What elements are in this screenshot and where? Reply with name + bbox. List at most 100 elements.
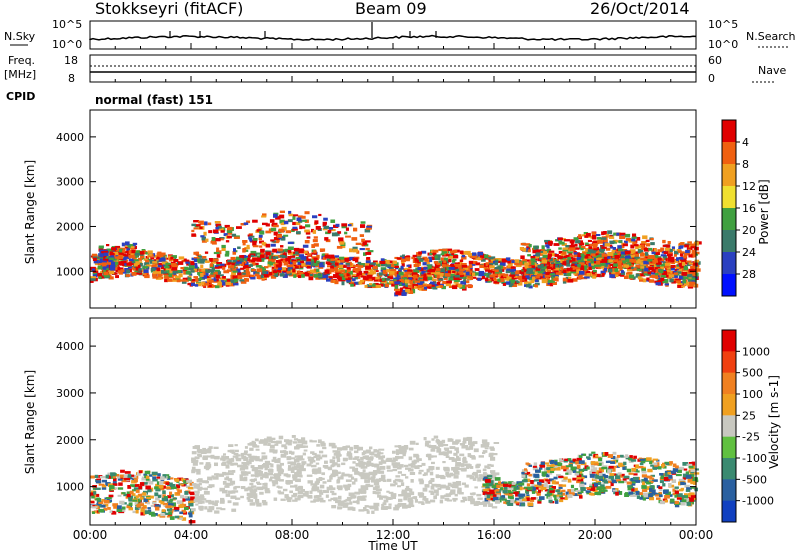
velocity-echo: [490, 470, 495, 473]
power-echo: [214, 252, 220, 254]
velocity-echo: [347, 497, 352, 500]
velocity-echo: [159, 481, 163, 485]
power-echo: [618, 249, 623, 252]
velocity-echo: [255, 499, 259, 503]
velocity-echo: [473, 478, 477, 481]
velocity-echo: [363, 450, 366, 454]
power-echo: [685, 250, 690, 253]
velocity-echo: [200, 494, 204, 496]
velocity-echo: [377, 495, 381, 498]
power-echo: [393, 261, 397, 264]
velocity-echo: [320, 443, 324, 445]
power-echo: [150, 257, 154, 259]
power-echo: [326, 270, 329, 274]
velocity-echo: [200, 508, 203, 511]
power-echo: [331, 255, 335, 258]
power-echo: [129, 259, 134, 261]
power-echo: [668, 241, 671, 244]
power-echo: [652, 269, 656, 272]
power-echo: [531, 258, 536, 262]
velocity-echo: [337, 453, 341, 456]
velocity-echo: [201, 501, 205, 504]
velocity-echo: [196, 491, 200, 493]
velocity-echo: [184, 496, 187, 499]
velocity-echo: [223, 453, 226, 455]
velocity-echo: [273, 474, 277, 476]
power-colorbar-tick-label: 4: [742, 136, 749, 149]
power-echo: [534, 246, 538, 250]
velocity-echo: [162, 509, 166, 512]
power-echo: [682, 262, 685, 266]
power-echo: [609, 274, 615, 278]
power-echo: [601, 247, 606, 249]
power-echo: [237, 247, 241, 250]
velocity-echo: [398, 499, 402, 502]
velocity-echo: [281, 454, 287, 458]
power-echo: [588, 240, 592, 242]
power-echo: [429, 253, 432, 255]
power-echo: [660, 248, 664, 251]
power-echo: [684, 244, 689, 247]
power-echo: [269, 272, 272, 276]
velocity-echo: [369, 485, 373, 487]
velocity-echo: [287, 457, 291, 460]
velocity-echo: [152, 472, 158, 475]
power-echo: [554, 243, 560, 246]
power-echo: [413, 275, 418, 278]
power-echo: [169, 274, 172, 277]
velocity-echo: [195, 504, 198, 506]
velocity-echo: [354, 471, 359, 475]
nave-label: Nave: [758, 64, 786, 77]
velocity-echo: [228, 444, 233, 447]
velocity-echo: [226, 465, 230, 469]
velocity-echo: [401, 482, 404, 486]
velocity-echo: [136, 490, 140, 493]
power-echo: [430, 282, 435, 285]
power-echo: [213, 230, 218, 234]
velocity-echo: [403, 497, 407, 500]
power-echo: [597, 240, 603, 244]
power-echo: [676, 280, 681, 283]
power-echo: [233, 248, 236, 252]
power-echo: [585, 256, 589, 259]
power-echo: [324, 237, 328, 241]
power-echo: [260, 249, 265, 253]
velocity-echo: [330, 491, 334, 493]
velocity-echo: [479, 455, 484, 457]
velocity-echo: [241, 468, 244, 470]
velocity-echo: [179, 512, 183, 515]
power-echo: [313, 258, 317, 260]
velocity-echo: [470, 455, 475, 458]
power-echo: [152, 261, 157, 263]
power-echo: [579, 243, 584, 245]
power-echo: [341, 270, 345, 272]
power-echo: [198, 221, 204, 224]
power-echo: [200, 235, 204, 237]
power-echo: [475, 268, 480, 271]
power-echo: [597, 237, 601, 240]
velocity-echo: [174, 507, 179, 510]
velocity-echo: [140, 497, 144, 500]
velocity-echo: [418, 501, 424, 503]
power-echo: [302, 220, 307, 222]
power-echo: [443, 260, 446, 263]
power-echo: [280, 255, 286, 257]
power-echo: [216, 248, 219, 251]
power-echo: [253, 245, 259, 247]
power-echo: [568, 277, 571, 279]
power-echo: [299, 225, 302, 229]
nsky-panel: N.Sky 10^5 10^0 10^5 10^0 N.Search: [4, 18, 796, 51]
power-echo: [97, 273, 102, 276]
power-ytick-label: 2000: [56, 220, 84, 233]
power-echo: [215, 285, 219, 288]
velocity-echo: [243, 453, 247, 456]
power-echo: [347, 270, 350, 273]
power-echo: [117, 267, 120, 270]
velocity-echo: [461, 468, 467, 472]
power-echo: [301, 274, 305, 278]
power-echo: [617, 245, 621, 249]
velocity-echo: [106, 497, 112, 499]
velocity-echo: [344, 500, 347, 502]
power-echo: [115, 262, 118, 265]
velocity-echo: [230, 463, 233, 466]
